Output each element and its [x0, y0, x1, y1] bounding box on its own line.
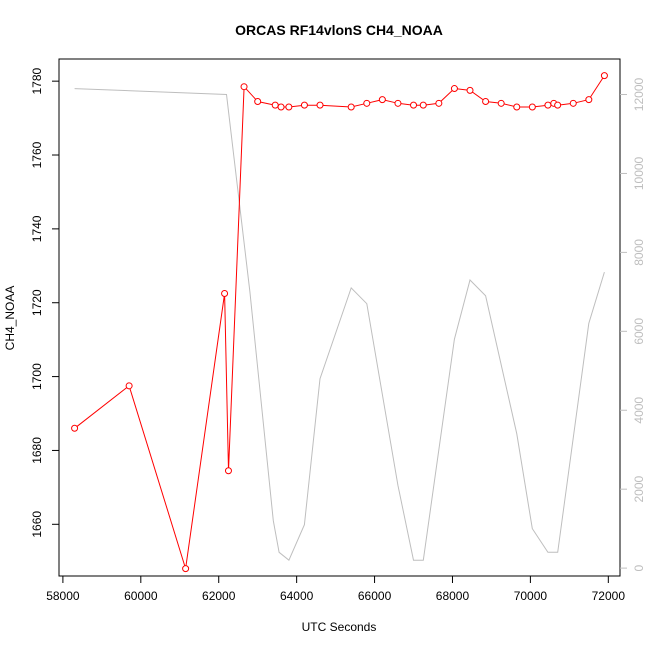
y-tick-label: 1700: [30, 363, 44, 390]
ch4-data-point: [316, 101, 324, 109]
ch4-data-point: [394, 99, 402, 107]
y-axis: 1660 1680 1700 1720 1740 1760 1780: [30, 67, 59, 538]
ch4-data-point: [363, 99, 371, 107]
plot-frame: [58, 58, 621, 577]
y2-tick-label: 12000: [632, 78, 646, 112]
y2-tick-label: 2000: [632, 476, 646, 503]
x-tick-label: 60000: [124, 589, 158, 603]
x-tick-label: 70000: [514, 589, 548, 603]
x-tick-label: 58000: [46, 589, 80, 603]
ch4-data-point: [347, 103, 355, 111]
y2-tick-label: 6000: [632, 318, 646, 345]
x-axis: 58000 60000 62000 64000 66000 68000 70000 72000: [46, 576, 625, 603]
x-tick-label: 68000: [436, 589, 470, 603]
y2-tick-label: 4000: [632, 397, 646, 424]
y-tick-label: 1660: [30, 511, 44, 538]
ch4-data-point: [71, 424, 79, 432]
ch4-data-point: [224, 467, 232, 475]
ch4-data-point: [254, 97, 262, 105]
ch4-data-point: [285, 103, 293, 111]
y2-tick-label: 8000: [632, 239, 646, 266]
x-tick-label: 62000: [202, 589, 236, 603]
ch4-data-point: [513, 103, 521, 111]
series-right-axis: [74, 88, 605, 562]
x-axis-label: UTC Seconds: [302, 620, 377, 634]
y-tick-label: 1740: [30, 215, 44, 242]
x-tick-label: 64000: [280, 589, 314, 603]
ch4-data-point: [585, 96, 593, 104]
y-axis-label: CH4_NOAA: [3, 286, 17, 351]
ch4-data-point: [221, 289, 229, 297]
ch4-data-point: [435, 99, 443, 107]
y-tick-label: 1760: [30, 141, 44, 168]
ch4-data-point: [419, 101, 427, 109]
x-tick-label: 72000: [592, 589, 626, 603]
chart-title: ORCAS RF14vlonS CH4_NOAA: [235, 22, 443, 38]
ch4-data-point: [544, 101, 552, 109]
y2-tick-label: 0: [632, 564, 646, 571]
ch4-data-point: [271, 101, 279, 109]
y2-tick-label: 10000: [632, 156, 646, 190]
ch4-data-point: [240, 83, 248, 91]
y-tick-label: 1680: [30, 437, 44, 464]
ch4-data-point: [378, 96, 386, 104]
y-tick-label: 1720: [30, 289, 44, 316]
ch4-data-point: [482, 97, 490, 105]
ch4-data-point: [450, 85, 458, 93]
ch4-data-point: [125, 382, 133, 390]
ch4-data-point: [600, 72, 608, 80]
secondary-y-axis: 0 2000 4000 6000 8000 10000 12000: [620, 78, 646, 571]
ch4-data-point: [554, 101, 562, 109]
ch4-data-point: [300, 101, 308, 109]
ch4-data-point: [466, 86, 474, 94]
ch4-data-point: [528, 103, 536, 111]
x-tick-label: 66000: [358, 589, 392, 603]
ch4-data-point: [182, 565, 190, 573]
ch4-data-point: [410, 101, 418, 109]
series-left-axis: [71, 72, 608, 573]
ch4-data-point: [569, 99, 577, 107]
y-tick-label: 1780: [30, 67, 44, 94]
altitude-series-line: [74, 88, 605, 562]
ch4-data-point: [497, 99, 505, 107]
ch4-data-point: [277, 103, 285, 111]
